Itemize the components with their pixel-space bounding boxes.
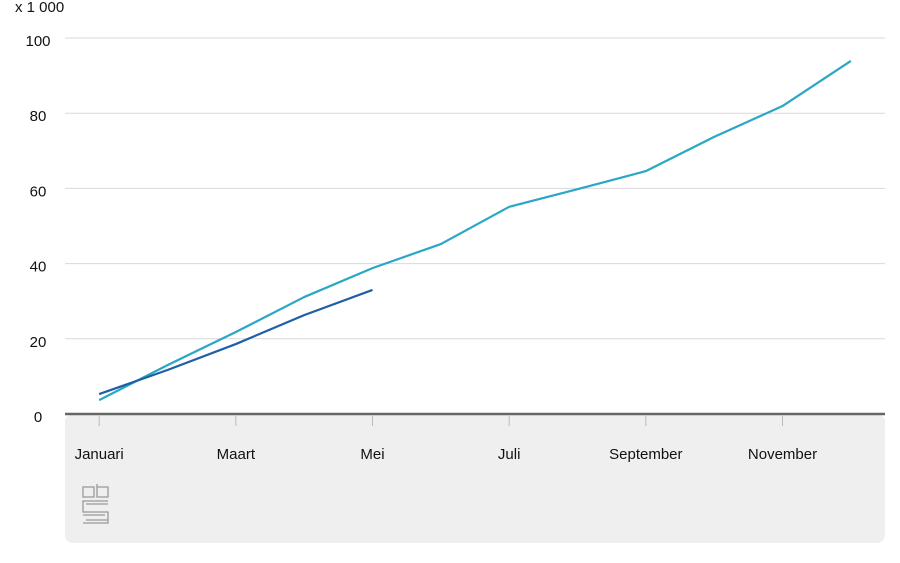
- y-tick-label: 60: [30, 183, 47, 200]
- line-series: [98, 60, 852, 402]
- y-tick-label: 100: [25, 33, 50, 50]
- axis-panel: [65, 414, 885, 543]
- x-tick-label: November: [748, 446, 817, 463]
- x-tick-label: Mei: [360, 446, 384, 463]
- logo: [82, 484, 109, 524]
- y-unit-label: x 1 000: [15, 0, 64, 16]
- y-tick-label: 80: [30, 108, 47, 125]
- x-tick-label: Maart: [217, 446, 256, 463]
- y-tick-label: 0: [34, 409, 42, 426]
- line-series: [98, 288, 373, 396]
- y-tick-label: 40: [30, 259, 47, 276]
- x-tick-label: Juli: [498, 446, 521, 463]
- y-tick-label: 20: [30, 334, 47, 351]
- x-tick-label: Januari: [75, 446, 124, 463]
- x-tick-label: September: [609, 446, 682, 463]
